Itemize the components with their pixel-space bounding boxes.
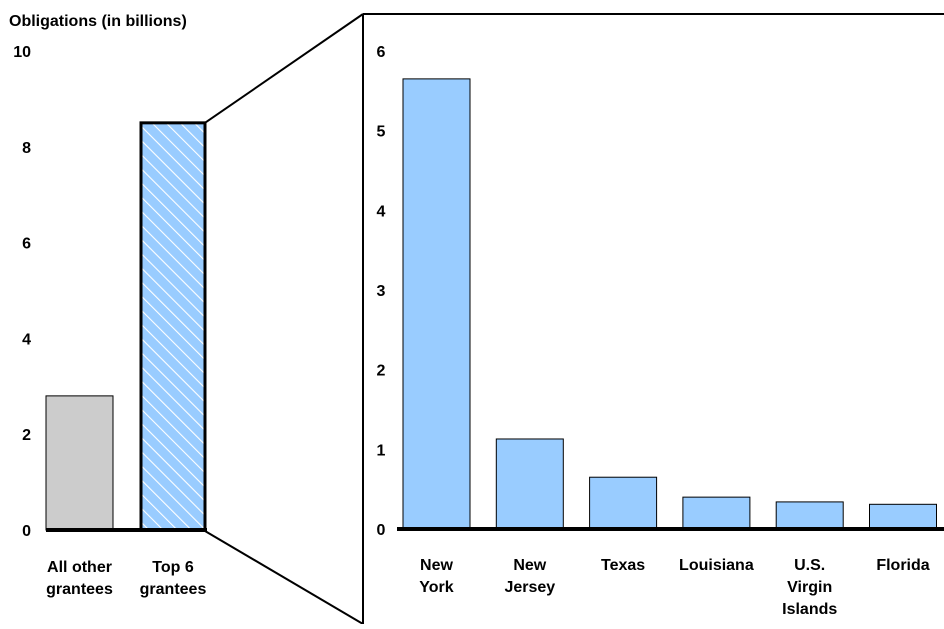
right-category-label-4-line-1: Louisiana [679,557,754,574]
right-category-label-2-line-1: New [513,557,546,574]
right-y-tick-label-4: 4 [377,203,386,220]
right-bar-new-york [402,78,471,530]
right-bar-texas [589,476,658,530]
right-y-tick-label-5: 5 [377,124,386,141]
right-y-tick-label-0: 0 [377,522,386,539]
left-y-tick-label-4: 4 [22,331,31,348]
left-bar-top-6-grantees [139,121,207,532]
left-y-tick-label-8: 8 [22,140,31,157]
left-category-label-2-line-2: grantees [140,581,207,598]
left-y-tick-label-2: 2 [22,427,31,444]
left-category-label-1-line-2: grantees [46,581,113,598]
right-y-tick-label-6: 6 [377,44,386,61]
right-category-label-3-line-1: Texas [601,557,645,574]
right-bar-new-jersey [495,438,564,530]
left-y-axis-label: Obligations (in billions) [9,13,187,30]
right-category-label-5-line-2: Virgin [787,579,832,596]
left-y-tick-label-10: 10 [13,44,31,61]
left-bar-all-other-grantees [45,395,114,531]
right-category-label-6-line-1: Florida [876,557,929,574]
right-category-label-1-line-2: York [419,579,453,596]
left-category-label-1-line-1: All other [47,559,112,576]
left-y-tick-label-6: 6 [22,236,31,253]
right-bar-florida [869,503,937,530]
zoom-connector-top [204,13,364,124]
right-category-label-2-line-2: Jersey [504,579,555,596]
right-y-tick-label-3: 3 [377,283,386,300]
right-category-label-5-line-3: Islands [782,601,837,618]
right-category-label-1-line-1: New [420,557,453,574]
zoom-connector-bottom [204,530,364,625]
right-bar-us-virgin-islands [775,501,844,530]
right-y-tick-label-1: 1 [377,442,386,459]
right-y-tick-label-2: 2 [377,363,386,380]
right-bar-louisiana [682,496,751,530]
left-category-label-2-line-1: Top 6 [152,559,194,576]
right-category-label-5-line-1: U.S. [794,557,825,574]
left-y-tick-label-0: 0 [22,523,31,540]
